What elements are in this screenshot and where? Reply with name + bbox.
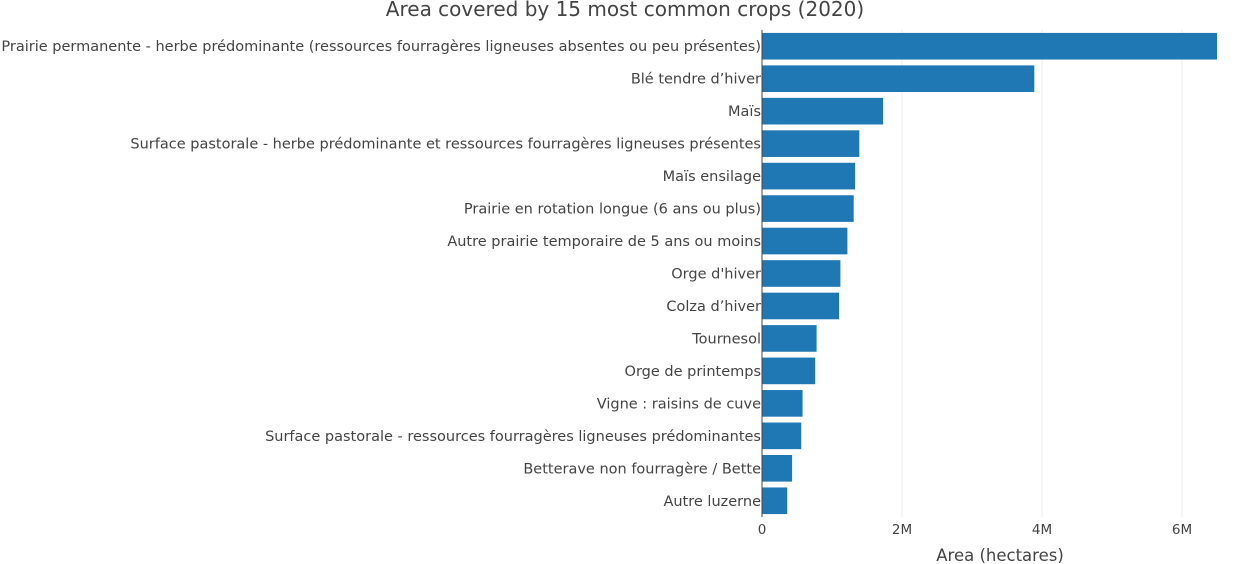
bar[interactable] [762,487,788,515]
bar[interactable] [762,97,884,125]
category-labels: Prairie permanente - herbe prédominante … [1,39,761,510]
category-label: Betterave non fourragère / Bette [523,461,761,477]
category-label: Autre prairie temporaire de 5 ans ou moi… [447,234,761,250]
category-label: Colza d’hiver [666,299,761,315]
chart-title: Area covered by 15 most common crops (20… [386,0,864,21]
category-label: Autre luzerne [663,494,761,510]
category-label: Tournesol [691,331,761,347]
category-label: Vigne : raisins de cuve [597,396,761,412]
bar[interactable] [762,422,802,450]
x-tick-label: 4M [1032,522,1052,538]
x-axis-title: Area (hectares) [936,546,1064,564]
bar[interactable] [762,32,1217,60]
bar[interactable] [762,454,793,482]
bar[interactable] [762,162,856,190]
category-label: Surface pastorale - ressources fourragèr… [265,429,761,445]
bar[interactable] [762,65,1035,93]
bar[interactable] [762,390,803,417]
category-label: Orge d'hiver [671,267,761,283]
category-label: Prairie permanente - herbe prédominante … [1,39,761,55]
category-label: Prairie en rotation longue (6 ans ou plu… [464,202,761,218]
category-label: Orge de printemps [625,364,761,380]
x-tick-label: 0 [758,522,767,538]
category-label: Maïs [728,104,761,120]
bar[interactable] [762,357,816,385]
bar[interactable] [762,227,848,255]
x-tick-label: 6M [1172,522,1192,538]
bar[interactable] [762,292,839,320]
x-tick-labels: 0 2M 4M 6M [758,522,1192,538]
bar[interactable] [762,260,841,287]
category-label: Surface pastorale - herbe prédominante e… [130,137,761,153]
x-tick-label: 2M [892,522,912,538]
bar[interactable] [762,325,817,352]
bar[interactable] [762,195,854,222]
bar[interactable] [762,130,860,157]
category-label: Maïs ensilage [663,169,761,185]
gridlines [901,30,1183,517]
bars [762,32,1217,515]
category-label: Blé tendre d’hiver [631,72,761,88]
